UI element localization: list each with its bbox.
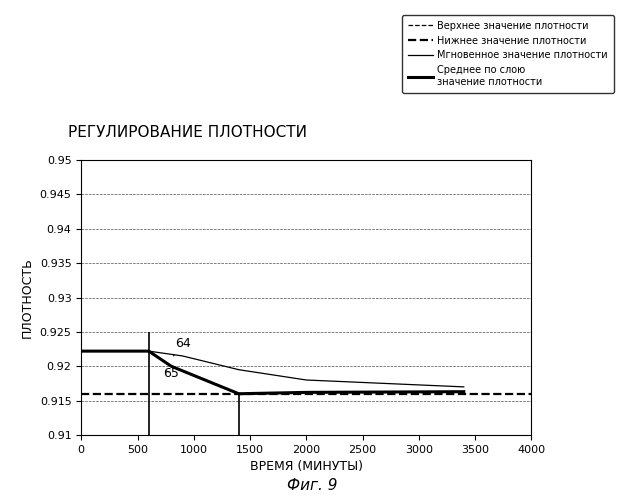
Legend: Верхнее значение плотности, Нижнее значение плотности, Мгновенное значение плотн: Верхнее значение плотности, Нижнее значе… [402, 15, 614, 92]
Text: Фиг. 9: Фиг. 9 [288, 478, 338, 493]
Text: РЕГУЛИРОВАНИЕ ПЛОТНОСТИ: РЕГУЛИРОВАНИЕ ПЛОТНОСТИ [68, 125, 307, 140]
X-axis label: ВРЕМЯ (МИНУТЫ): ВРЕМЯ (МИНУТЫ) [250, 460, 362, 473]
Text: 64: 64 [174, 337, 191, 356]
Text: 65: 65 [163, 366, 179, 380]
Y-axis label: ПЛОТНОСТЬ: ПЛОТНОСТЬ [21, 257, 34, 338]
